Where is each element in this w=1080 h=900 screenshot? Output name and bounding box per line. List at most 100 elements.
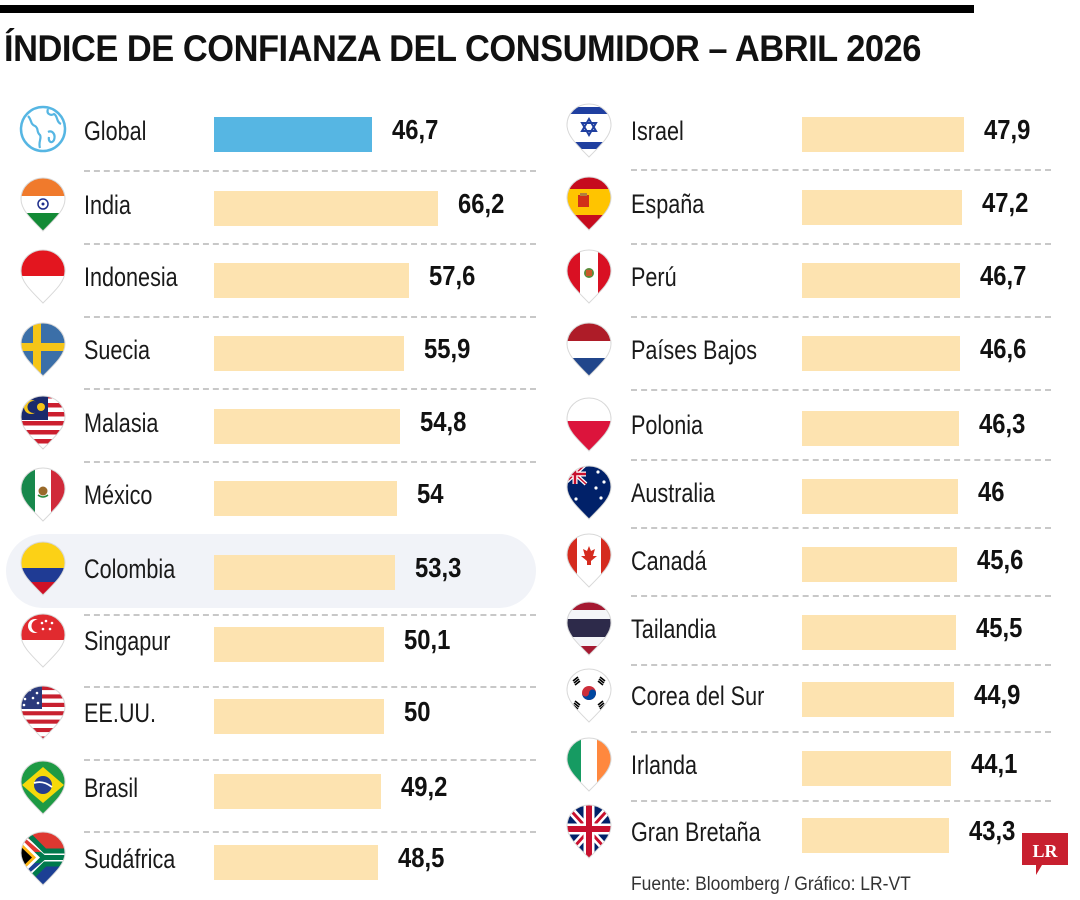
category-label: Canadá (631, 546, 707, 576)
category-label: Malasia (84, 408, 159, 438)
bar-row: Israel 47,9 (564, 102, 1080, 162)
bar-row: España 47,2 (564, 175, 1080, 235)
category-label: Colombia (84, 554, 176, 584)
category-label: Gran Bretaña (631, 817, 761, 847)
bar (214, 191, 439, 226)
value-label: 46,7 (980, 260, 1027, 291)
value-label: 50,1 (403, 624, 451, 655)
row-divider (631, 595, 1051, 597)
flag-australia-icon (564, 464, 614, 522)
category-label: España (631, 189, 705, 219)
bar-row: Polonia 46,3 (564, 396, 1080, 456)
bar (802, 411, 959, 446)
row-divider (631, 459, 1051, 461)
bar (214, 409, 400, 444)
flag-spain-icon (564, 175, 614, 233)
row-divider (84, 831, 536, 833)
bar (802, 117, 965, 152)
category-label: Indonesia (84, 262, 178, 292)
bar-row: Países Bajos 46,6 (564, 321, 1080, 381)
bar (802, 263, 961, 298)
chart-title: ÍNDICE DE CONFIANZA DEL CONSUMIDOR – ABR… (4, 28, 921, 69)
bar-row: Perú 46,7 (564, 248, 1080, 308)
bar-row: India 66,2 (18, 176, 538, 236)
bar-row: Indonesia 57,6 (18, 248, 538, 308)
row-divider (84, 170, 536, 172)
flag-thailand-icon (564, 600, 614, 658)
flag-indonesia-icon (18, 248, 68, 306)
bar (214, 845, 379, 880)
row-divider (631, 800, 1051, 802)
category-label: Global (84, 116, 147, 146)
row-divider (84, 316, 536, 318)
category-label: India (84, 190, 131, 220)
logo-text: LR (1032, 841, 1058, 861)
row-divider (631, 316, 1051, 318)
bar-row: Canadá 45,6 (564, 532, 1080, 592)
bar (214, 627, 384, 662)
bar-row: Irlanda 44,1 (564, 736, 1080, 796)
bar (214, 263, 410, 298)
bar (802, 547, 957, 582)
bar (214, 699, 384, 734)
bar (214, 336, 404, 371)
bar-row: Colombia 53,3 (18, 540, 538, 600)
value-label: 44,9 (974, 679, 1021, 710)
row-divider (631, 169, 1051, 171)
value-label: 44,1 (971, 748, 1018, 779)
category-label: Australia (631, 478, 716, 508)
row-divider (84, 461, 536, 463)
value-label: 66,2 (458, 188, 505, 219)
category-label: Israel (631, 116, 684, 146)
value-label: 46,7 (392, 114, 439, 145)
bar (802, 615, 957, 650)
value-label: 43,3 (968, 815, 1016, 846)
lr-logo-icon: LR (1022, 833, 1068, 875)
bar-row: Corea del Sur 44,9 (564, 667, 1080, 727)
row-divider (631, 664, 1051, 666)
bar (214, 481, 398, 516)
flag-israel-icon (564, 102, 614, 160)
row-divider (631, 527, 1051, 529)
flag-sweden-icon (18, 321, 68, 379)
bar-row: Australia 46 (564, 464, 1080, 524)
category-label: Tailandia (631, 614, 717, 644)
bar-row: Brasil 49,2 (18, 759, 538, 819)
category-label: Suecia (84, 335, 151, 365)
bar (802, 479, 958, 514)
bar (214, 555, 395, 590)
row-divider (84, 388, 536, 390)
category-label: Polonia (631, 410, 704, 440)
flag-uk-icon (564, 803, 614, 861)
row-divider (84, 243, 536, 245)
flag-singapore-icon (18, 612, 68, 670)
value-label: 54 (417, 478, 444, 509)
bar (802, 751, 952, 786)
category-label: Singapur (84, 626, 171, 656)
value-label: 57,6 (429, 260, 476, 291)
value-label: 47,2 (982, 187, 1029, 218)
flag-mexico-icon (18, 466, 68, 524)
category-label: Irlanda (631, 750, 698, 780)
bar (214, 774, 381, 809)
bar (802, 682, 955, 717)
row-divider (631, 731, 1051, 733)
global-bar (214, 117, 373, 152)
flag-netherlands-icon (564, 321, 614, 379)
row-divider (631, 243, 1051, 245)
value-label: 49,2 (400, 771, 448, 802)
flag-brazil-icon (18, 759, 68, 817)
flag-poland-icon (564, 396, 614, 454)
row-divider (631, 389, 1051, 391)
flag-south-africa-icon (18, 830, 68, 888)
value-label: 48,5 (398, 842, 445, 873)
bar-row: Global 46,7 (18, 102, 538, 162)
bar-row: México 54 (18, 466, 538, 526)
value-label: 55,9 (423, 333, 470, 364)
top-rule (0, 5, 974, 13)
flag-canada-icon (564, 532, 614, 590)
value-label: 53,3 (414, 552, 461, 583)
value-label: 46 (977, 476, 1005, 507)
value-label: 45,6 (976, 544, 1023, 575)
category-label: EE.UU. (84, 698, 157, 728)
